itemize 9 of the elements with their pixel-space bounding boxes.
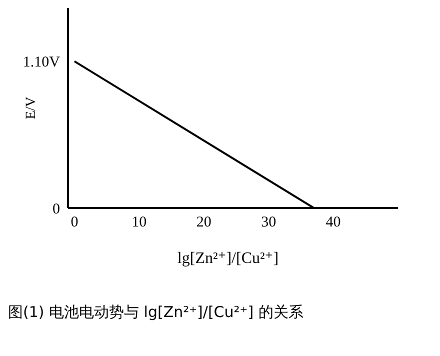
x-tick-label: 0 — [70, 214, 78, 231]
y-axis-title: E/V — [24, 96, 39, 120]
x-tick-label: 10 — [132, 214, 147, 231]
y-tick-label: 1.10V — [22, 54, 60, 71]
x-axis-title: lg[Zn²⁺]/[Cu²⁺] — [176, 249, 280, 268]
text: 图(1) 电池电动势与 lg[Zn²⁺]/[Cu²⁺] 的关系 — [8, 303, 304, 322]
x-tick-label: 40 — [326, 214, 341, 231]
x-tick-label: 20 — [196, 214, 212, 231]
x-tick-label: 30 — [261, 214, 276, 231]
